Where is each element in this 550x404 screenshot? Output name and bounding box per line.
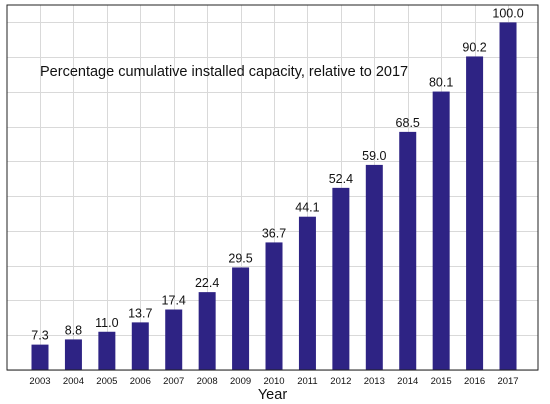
x-tick-label: 2004: [63, 376, 84, 387]
x-tick-label: 2014: [397, 376, 418, 387]
chart-title: Percentage cumulative installed capacity…: [40, 64, 408, 80]
bar-value-label: 36.7: [262, 226, 286, 240]
bar-value-label: 11.0: [95, 316, 118, 330]
x-tick-label: 2015: [431, 376, 452, 387]
bar-2017: [499, 22, 517, 370]
x-tick-label: 2017: [497, 376, 518, 387]
bar-2009: [232, 267, 250, 370]
x-tick-label: 2012: [330, 376, 351, 387]
bar-2005: [98, 331, 116, 370]
bar-value-label: 8.8: [65, 323, 82, 337]
x-tick-label: 2013: [364, 376, 385, 387]
bar-2008: [198, 292, 216, 370]
bar-value-labels: 7.3 8.8 11.0 13.7 17.4 22.4 29.5 36.7 44.1 52.4 59…: [31, 6, 523, 342]
bar-2004: [64, 339, 82, 370]
bar-value-label: 80.1: [429, 76, 453, 90]
bar-2013: [365, 164, 383, 370]
bar-value-label: 52.4: [329, 172, 353, 186]
bars: [31, 22, 517, 370]
bar-value-label: 22.4: [195, 276, 219, 290]
bar-2003: [31, 344, 49, 370]
bar-value-label: 90.2: [462, 40, 486, 54]
bar-2007: [165, 309, 183, 370]
x-tick-label: 2006: [130, 376, 151, 387]
bar-value-label: 44.1: [295, 201, 319, 215]
bar-value-label: 100.0: [492, 6, 523, 20]
x-axis-title: Year: [258, 387, 287, 403]
x-tick-label: 2005: [96, 376, 117, 387]
bar-value-label: 13.7: [128, 306, 152, 320]
bar-2012: [332, 187, 350, 370]
bar-2010: [265, 242, 283, 370]
x-tick-label: 2016: [464, 376, 485, 387]
x-tick-label: 2003: [29, 376, 50, 387]
bar-2016: [466, 56, 484, 370]
x-tick-label: 2007: [163, 376, 184, 387]
x-tick-label: 2010: [263, 376, 284, 387]
bar-2015: [432, 91, 450, 370]
bar-2014: [399, 131, 417, 370]
x-tick-label: 2009: [230, 376, 251, 387]
x-tick-label: 2011: [297, 376, 317, 387]
bar-value-label: 17.4: [162, 294, 186, 308]
bar-2006: [131, 322, 149, 370]
x-tick-labels: 2003 2004 2005 2006 2007 2008 2009 2010 2011 2012…: [29, 376, 518, 387]
bar-value-label: 68.5: [396, 116, 420, 130]
plot-frame: [6, 4, 539, 371]
bar-value-label: 7.3: [31, 329, 48, 343]
bar-2011: [298, 216, 316, 370]
x-tick-label: 2008: [197, 376, 218, 387]
bar-value-label: 29.5: [228, 251, 252, 265]
bar-value-label: 59.0: [362, 149, 386, 163]
